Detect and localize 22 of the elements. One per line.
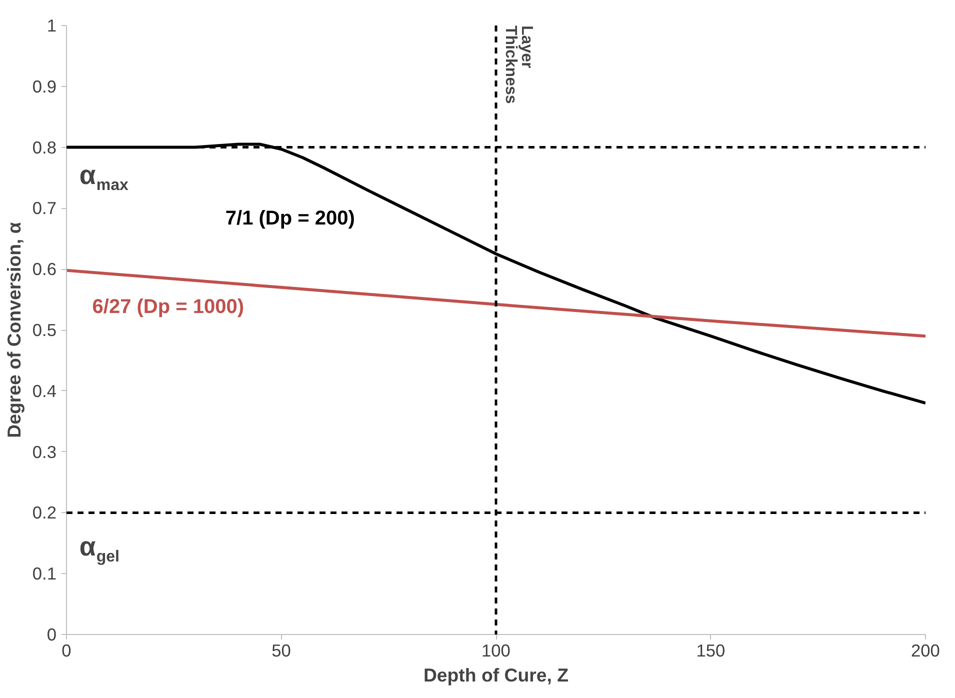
- y-tick-label: 0.7: [32, 198, 57, 218]
- x-axis-title: Depth of Cure, Z: [423, 664, 569, 686]
- y-tick-label: 1: [46, 16, 57, 36]
- x-tick-label: 0: [62, 640, 72, 660]
- y-axis-title: Degree of Conversion, α: [3, 222, 24, 438]
- line-series: [66, 268, 926, 338]
- y-tick-label: 0: [46, 624, 57, 644]
- y-tick-label: 0.6: [32, 259, 57, 280]
- y-tick-label: 0.8: [32, 137, 57, 158]
- y-tick-label: 0.5: [32, 320, 57, 340]
- x-tick-label: 200: [911, 640, 940, 660]
- ref-line-label: Layer Thickness: [502, 26, 535, 104]
- x-tick-label: 50: [272, 640, 291, 660]
- y-tick-label: 0.2: [32, 502, 57, 523]
- y-tick-label: 0.4: [32, 380, 57, 401]
- y-tick-label: 0.3: [32, 442, 57, 462]
- series-label: 7/1 (Dp = 200): [225, 208, 355, 230]
- y-tick-label: 0.1: [32, 564, 57, 584]
- y-tick-label: 0.9: [32, 76, 57, 96]
- x-tick-label: 100: [482, 640, 510, 660]
- series-label: 6/27 (Dp = 1000): [92, 296, 244, 318]
- x-tick-label: 150: [696, 640, 726, 660]
